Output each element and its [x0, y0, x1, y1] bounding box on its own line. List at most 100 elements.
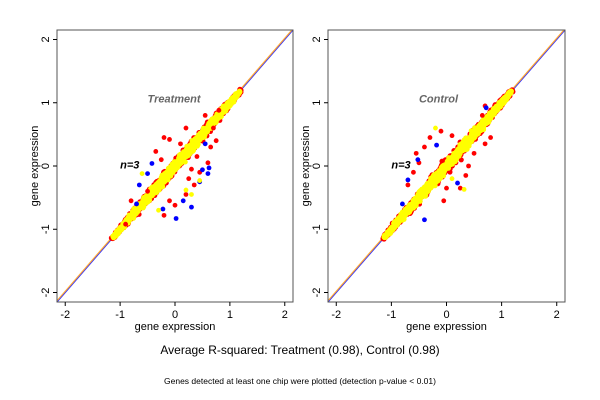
data-point-yellow	[439, 171, 445, 177]
x-tick-label: 1	[227, 309, 233, 321]
data-point-yellow	[494, 107, 500, 114]
y-tick-label: 0	[40, 163, 52, 169]
data-point-red	[427, 135, 433, 140]
data-point-red	[488, 135, 493, 140]
data-point-yellow	[428, 176, 435, 182]
y-tick-label: 2	[40, 36, 52, 42]
data-point-yellow	[485, 118, 491, 124]
plot-area	[57, 30, 293, 302]
data-point-red	[438, 128, 444, 134]
data-point-yellow	[394, 217, 400, 224]
data-point-blue	[415, 157, 421, 163]
r-squared-caption: Average R-squared: Treatment (0.98), Con…	[160, 343, 440, 357]
data-point-yellow	[171, 161, 177, 167]
data-point-blue	[422, 217, 427, 223]
x-tick-label: -1	[115, 309, 125, 321]
data-point-blue	[200, 167, 205, 173]
data-point-red	[449, 133, 455, 139]
data-point-yellow	[449, 176, 455, 182]
y-tick-label: -1	[311, 224, 323, 234]
y-tick-label: 2	[311, 36, 323, 42]
data-point-yellow	[167, 172, 173, 179]
data-point-blue	[455, 180, 460, 186]
data-point-red	[413, 150, 419, 156]
data-point-blue	[202, 141, 208, 147]
data-point-yellow	[385, 230, 391, 236]
data-point-red	[479, 112, 485, 118]
data-point-yellow	[197, 178, 203, 183]
data-point-yellow	[177, 161, 183, 167]
data-point-yellow	[461, 187, 467, 192]
data-point-red	[186, 176, 192, 182]
data-point-red	[213, 138, 219, 144]
sample-size-label: n=3	[120, 160, 139, 172]
data-point-yellow	[479, 122, 485, 128]
control-panel: -2 -1 0 1 2 -2 -1 0 1 2 gene expression gene expres…	[300, 29, 566, 333]
data-point-red	[172, 202, 178, 208]
data-point-red	[153, 149, 159, 154]
x-tick-label: 0	[172, 309, 178, 321]
plot-area	[328, 30, 565, 302]
data-point-red	[463, 173, 469, 178]
data-point-blue	[189, 204, 194, 210]
data-point-red	[161, 212, 167, 218]
data-point-yellow	[227, 101, 233, 107]
data-point-yellow	[158, 176, 164, 183]
data-point-red	[128, 198, 134, 204]
data-point-yellow	[468, 137, 475, 144]
data-point-red	[405, 182, 411, 188]
data-point-blue	[205, 171, 211, 176]
data-point-blue	[136, 182, 142, 188]
data-point-red	[183, 125, 189, 131]
x-tick-label: -1	[386, 309, 396, 321]
data-point-red	[123, 221, 129, 227]
data-point-blue	[483, 105, 489, 111]
data-point-yellow	[429, 180, 435, 186]
y-tick-label: 1	[311, 100, 323, 106]
data-point-yellow	[206, 124, 212, 130]
data-point-yellow	[451, 150, 457, 157]
y-tick-label: 0	[311, 163, 323, 169]
data-point-red	[216, 107, 222, 113]
data-point-yellow	[444, 163, 450, 170]
data-point-yellow	[222, 106, 229, 112]
data-point-red	[145, 188, 150, 194]
data-point-red	[161, 135, 167, 140]
data-point-yellow	[200, 132, 206, 138]
x-tick-label: -2	[331, 309, 341, 321]
data-point-yellow	[433, 125, 438, 131]
y-tick-label: 1	[40, 100, 52, 106]
data-point-red	[167, 137, 172, 142]
data-point-yellow	[137, 204, 144, 210]
data-point-red	[189, 166, 194, 172]
data-point-red	[211, 125, 216, 131]
data-point-yellow	[461, 139, 467, 145]
data-point-yellow	[113, 230, 119, 237]
data-point-yellow	[488, 112, 494, 118]
data-point-red	[191, 182, 197, 188]
data-point-yellow	[139, 171, 145, 176]
sample-size-label: n=3	[391, 160, 410, 172]
y-axis-label: gene expression	[29, 126, 41, 207]
data-point-blue	[149, 161, 155, 166]
data-point-yellow	[143, 198, 149, 204]
data-point-yellow	[183, 149, 189, 155]
data-point-blue	[180, 198, 186, 204]
data-point-yellow	[493, 103, 499, 110]
panel-title: Treatment	[148, 94, 202, 106]
y-tick-label: -2	[40, 288, 52, 298]
data-point-yellow	[193, 135, 199, 142]
data-point-blue	[434, 142, 439, 148]
data-point-yellow	[160, 172, 166, 178]
data-point-red	[466, 163, 471, 169]
data-point-yellow	[449, 155, 456, 161]
data-point-blue	[400, 201, 405, 207]
y-tick-label: -2	[311, 288, 323, 298]
data-point-yellow	[189, 192, 194, 197]
data-point-yellow	[462, 147, 468, 153]
data-point-yellow	[407, 208, 413, 214]
data-point-yellow	[213, 116, 219, 122]
data-point-red	[457, 185, 463, 191]
data-point-yellow	[389, 225, 396, 232]
